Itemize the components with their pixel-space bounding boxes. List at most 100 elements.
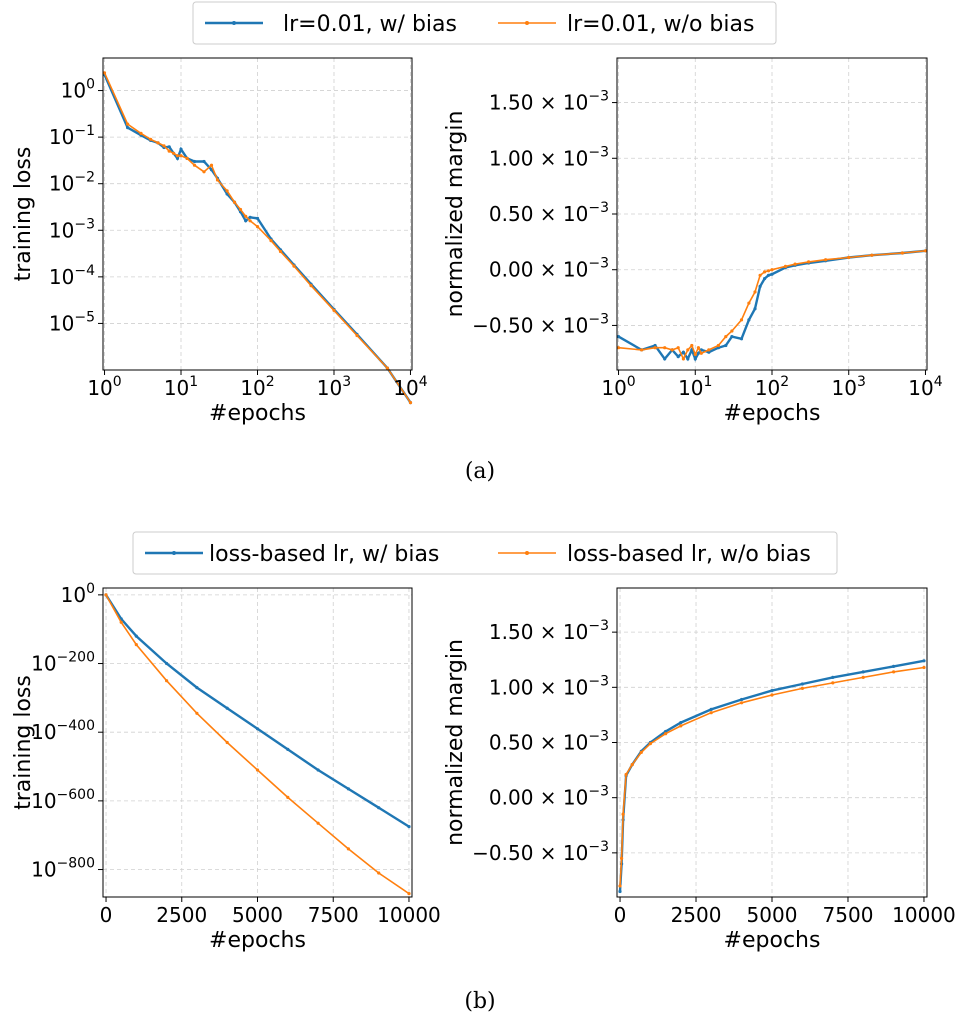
data-point [139,131,143,135]
data-point [730,335,734,339]
data-point [126,122,130,126]
y-tick-label: 1.50 × 10−3 [489,618,609,644]
x-tick-label: 0 [100,903,113,927]
x-axis-label: #epochs [724,401,821,426]
data-point [192,163,197,167]
data-point [690,343,694,348]
y-tick-label: 1.00 × 10−3 [489,144,609,170]
y-tick-label: 0.00 × 10−3 [489,256,609,282]
data-point [831,681,835,685]
y-tick-label: 10−4 [49,263,95,289]
data-point [724,343,728,348]
data-point [793,262,797,266]
data-point [167,145,171,149]
data-point [747,318,751,322]
data-point [693,352,697,356]
data-point [870,253,874,257]
data-point [165,661,169,666]
data-point [134,634,138,638]
legend-marker [525,21,529,25]
data-point [255,216,260,220]
data-point [238,207,243,212]
data-point [377,806,381,810]
data-point [800,686,805,691]
data-point [740,701,744,705]
legend-entry-label: loss-based lr, w/ bias [209,542,439,567]
legend-marker [172,551,176,555]
data-point [922,665,926,670]
data-point [202,170,206,174]
data-point [286,795,290,800]
data-point [900,251,905,255]
data-point [292,264,296,268]
data-point [758,284,762,288]
x-axis-label: #epochs [209,401,306,426]
data-point [355,333,359,338]
data-point [407,892,411,896]
data-point [102,71,107,75]
data-point [739,318,744,322]
chart-panel-4: 0 2500 5000 7500 10000 −0.50 × 10−3 0.00 × 10−… [443,587,956,953]
data-point [172,151,176,155]
data-point [209,163,214,167]
data-point [126,126,130,130]
data-point [653,346,657,350]
chart-panel-1: 100 101 102 103 104 10−5 10−4 10−3 10−2 10−1 100 #e… [11,57,428,426]
y-tick-label: 100 [61,581,95,607]
data-point [800,682,805,686]
data-point [770,689,774,693]
data-point [707,350,711,354]
data-point [730,329,734,333]
legend-b: loss-based lr, w/ bias loss-based lr, w/o… [132,531,838,575]
data-point [763,277,767,281]
y-tick-label: 0.50 × 10−3 [489,729,609,755]
data-point [316,821,320,825]
y-axis-label: training loss [11,675,36,810]
x-tick-label: 10000 [892,903,956,927]
data-point [316,768,320,772]
legend-a: lr=0.01, w/ bias lr=0.01, w/o bias [192,1,777,45]
data-point [699,351,703,355]
data-point [248,219,252,223]
data-point [824,258,828,262]
data-point [676,346,680,350]
data-point [185,156,189,160]
data-point [753,290,757,294]
data-point [215,178,220,182]
data-point [165,679,169,683]
y-tick-label: 10−2 [49,170,95,196]
data-point [681,350,686,354]
y-tick-label: 10−400 [31,718,95,744]
data-point [716,346,721,350]
x-tick-label: 5000 [232,903,283,927]
x-tick-label: 102 [755,374,789,400]
data-point [195,686,199,690]
data-point [923,249,928,253]
data-point [639,750,643,755]
data-point [892,670,896,674]
data-point [278,249,283,254]
y-tick-label: −0.50 × 10−3 [472,311,609,337]
data-point [616,335,621,339]
data-point [770,268,774,272]
data-point [783,264,788,268]
data-point [616,346,621,350]
data-point [618,889,622,894]
y-tick-label: 0.00 × 10−3 [489,784,609,810]
x-tick-label: 5000 [747,903,798,927]
data-point [709,711,713,715]
y-tick-label: −0.50 × 10−3 [472,839,609,865]
data-point [693,357,697,361]
data-point [630,763,634,767]
data-point [244,214,248,218]
data-point [407,825,411,829]
y-tick-label: 10−600 [31,787,95,813]
data-point [653,343,657,348]
x-tick-label: 101 [678,374,712,400]
data-point [175,156,180,160]
data-point [648,742,653,746]
data-point [740,697,744,702]
figure-caption: (b) [464,989,495,1013]
y-tick-label: 10−200 [31,650,95,676]
